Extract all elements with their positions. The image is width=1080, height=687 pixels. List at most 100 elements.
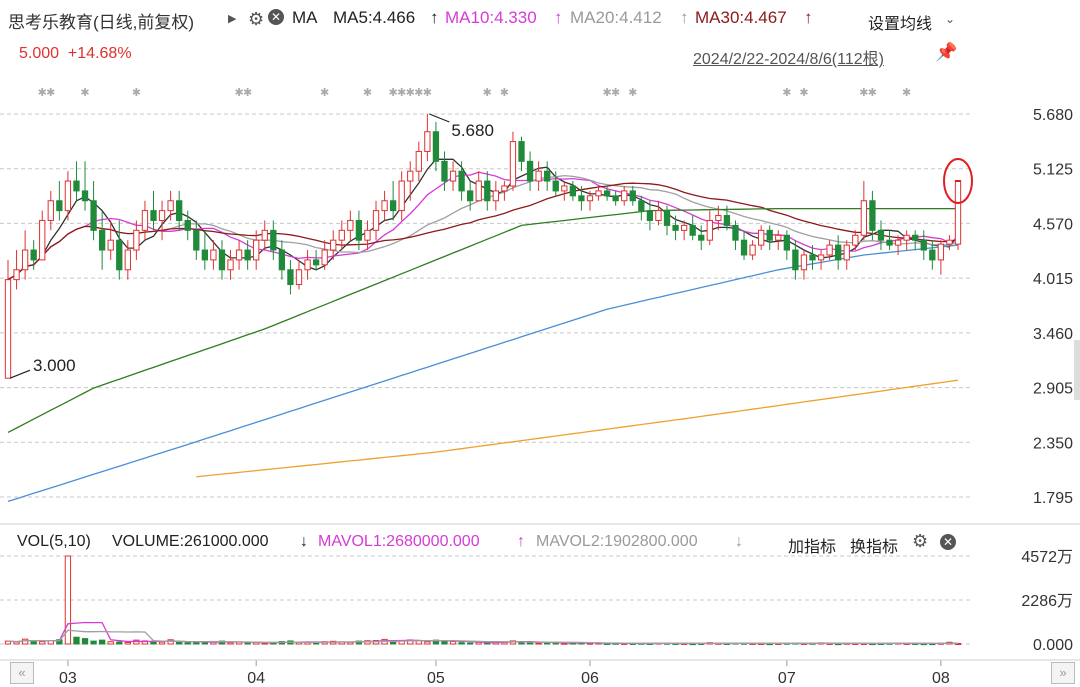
volume-bar[interactable] [227, 642, 234, 645]
volume-bar[interactable] [116, 641, 123, 645]
candle-body[interactable] [458, 170, 465, 192]
event-marker[interactable]: ✱ [389, 87, 398, 99]
candle-body[interactable] [912, 234, 919, 241]
candle-body[interactable] [689, 224, 696, 236]
candle-body[interactable] [107, 239, 114, 251]
volume-bar[interactable] [535, 642, 542, 645]
volume-bar[interactable] [107, 641, 114, 645]
candle-body[interactable] [783, 234, 790, 251]
event-marker[interactable]: ✱ [483, 87, 492, 99]
candle-body[interactable] [809, 254, 816, 261]
volume-bar[interactable] [124, 641, 131, 645]
candle-body[interactable] [381, 200, 388, 212]
event-marker[interactable]: ✱ [782, 87, 791, 99]
candle-body[interactable] [698, 234, 705, 241]
candle-body[interactable] [244, 249, 251, 261]
scroll-right-button[interactable]: » [1051, 662, 1075, 684]
switch-indicator-button[interactable]: 换指标 [850, 539, 899, 556]
candle-body[interactable] [475, 180, 482, 202]
candle-body[interactable] [561, 185, 568, 192]
candle-body[interactable] [715, 215, 722, 221]
candle-body[interactable] [347, 219, 354, 231]
candle-body[interactable] [295, 269, 303, 286]
volume-bar[interactable] [458, 642, 465, 645]
candle-body[interactable] [929, 249, 936, 261]
candle-body[interactable] [372, 210, 380, 231]
candle-body[interactable] [158, 210, 166, 221]
candle-body[interactable] [954, 180, 962, 245]
event-marker[interactable]: ✱ [38, 87, 47, 99]
candle-body[interactable] [90, 200, 97, 231]
candle-body[interactable] [569, 185, 577, 197]
candle-body[interactable] [218, 249, 226, 271]
candle-body[interactable] [723, 215, 731, 226]
candle-body[interactable] [621, 190, 628, 202]
candle-body[interactable] [817, 254, 825, 261]
candle-body[interactable] [47, 200, 54, 221]
close-icon[interactable]: ✕ [268, 9, 284, 25]
candle-body[interactable] [432, 131, 440, 162]
candle-body[interactable] [663, 210, 671, 226]
candle-body[interactable] [903, 234, 910, 241]
candle-body[interactable] [740, 239, 748, 256]
candle-body[interactable] [775, 234, 782, 241]
candle-body[interactable] [227, 259, 234, 271]
chevron-down-icon[interactable]: ⌄ [945, 12, 956, 26]
candle-body[interactable] [184, 219, 191, 231]
event-marker[interactable]: ✱ [80, 87, 89, 99]
candle-body[interactable] [629, 190, 636, 202]
candle-body[interactable] [176, 200, 183, 221]
candle-body[interactable] [595, 190, 602, 197]
event-marker[interactable]: ✱ [799, 87, 808, 99]
candle-body[interactable] [732, 224, 739, 241]
candle-body[interactable] [680, 224, 688, 231]
candle-body[interactable] [39, 219, 46, 261]
volume-bar[interactable] [167, 639, 174, 645]
event-marker[interactable]: ✱ [132, 87, 141, 99]
candle-body[interactable] [364, 229, 371, 241]
volume-bar[interactable] [424, 641, 431, 645]
event-marker[interactable]: ✱ [363, 87, 372, 99]
candle-body[interactable] [518, 141, 525, 162]
event-marker[interactable]: ✱ [46, 87, 55, 99]
candle-body[interactable] [261, 229, 268, 241]
volume-bar[interactable] [73, 636, 80, 645]
candle-body[interactable] [287, 269, 294, 286]
candle-body[interactable] [64, 180, 72, 212]
event-marker[interactable]: ✱ [611, 87, 620, 99]
volume-bar[interactable] [158, 641, 166, 645]
candle-body[interactable] [278, 249, 286, 271]
event-marker[interactable]: ✱ [320, 87, 329, 99]
volume-bar[interactable] [244, 642, 251, 645]
candle-body[interactable] [467, 190, 474, 202]
candle-body[interactable] [860, 200, 868, 236]
candle-body[interactable] [304, 259, 311, 271]
candle-body[interactable] [835, 244, 842, 261]
candle-body[interactable] [116, 239, 123, 271]
candle-body[interactable] [235, 249, 243, 261]
candle-body[interactable] [672, 224, 679, 231]
event-marker[interactable]: ✱ [868, 87, 877, 99]
candle-body[interactable] [56, 200, 63, 212]
candle-body[interactable] [509, 141, 517, 187]
candle-body[interactable] [852, 234, 859, 246]
candle-body[interactable] [758, 229, 765, 246]
candle-body[interactable] [937, 243, 945, 261]
candle-body[interactable] [612, 195, 619, 202]
candle-body[interactable] [389, 200, 397, 212]
candle-body[interactable] [578, 195, 585, 202]
candle-body[interactable] [869, 200, 876, 231]
candle-body[interactable] [655, 210, 662, 221]
candle-body[interactable] [501, 185, 508, 192]
candle-body[interactable] [338, 229, 345, 241]
volume-bar[interactable] [526, 642, 534, 645]
candle-body[interactable] [766, 229, 773, 241]
candle-body[interactable] [843, 244, 850, 261]
candle-body[interactable] [193, 229, 200, 251]
pin-icon[interactable]: 📌 [935, 42, 958, 62]
candle-body[interactable] [646, 210, 654, 221]
volume-bar[interactable] [312, 642, 320, 645]
candle-body[interactable] [535, 170, 542, 182]
candle-body[interactable] [424, 131, 431, 152]
candle-body[interactable] [946, 239, 953, 245]
